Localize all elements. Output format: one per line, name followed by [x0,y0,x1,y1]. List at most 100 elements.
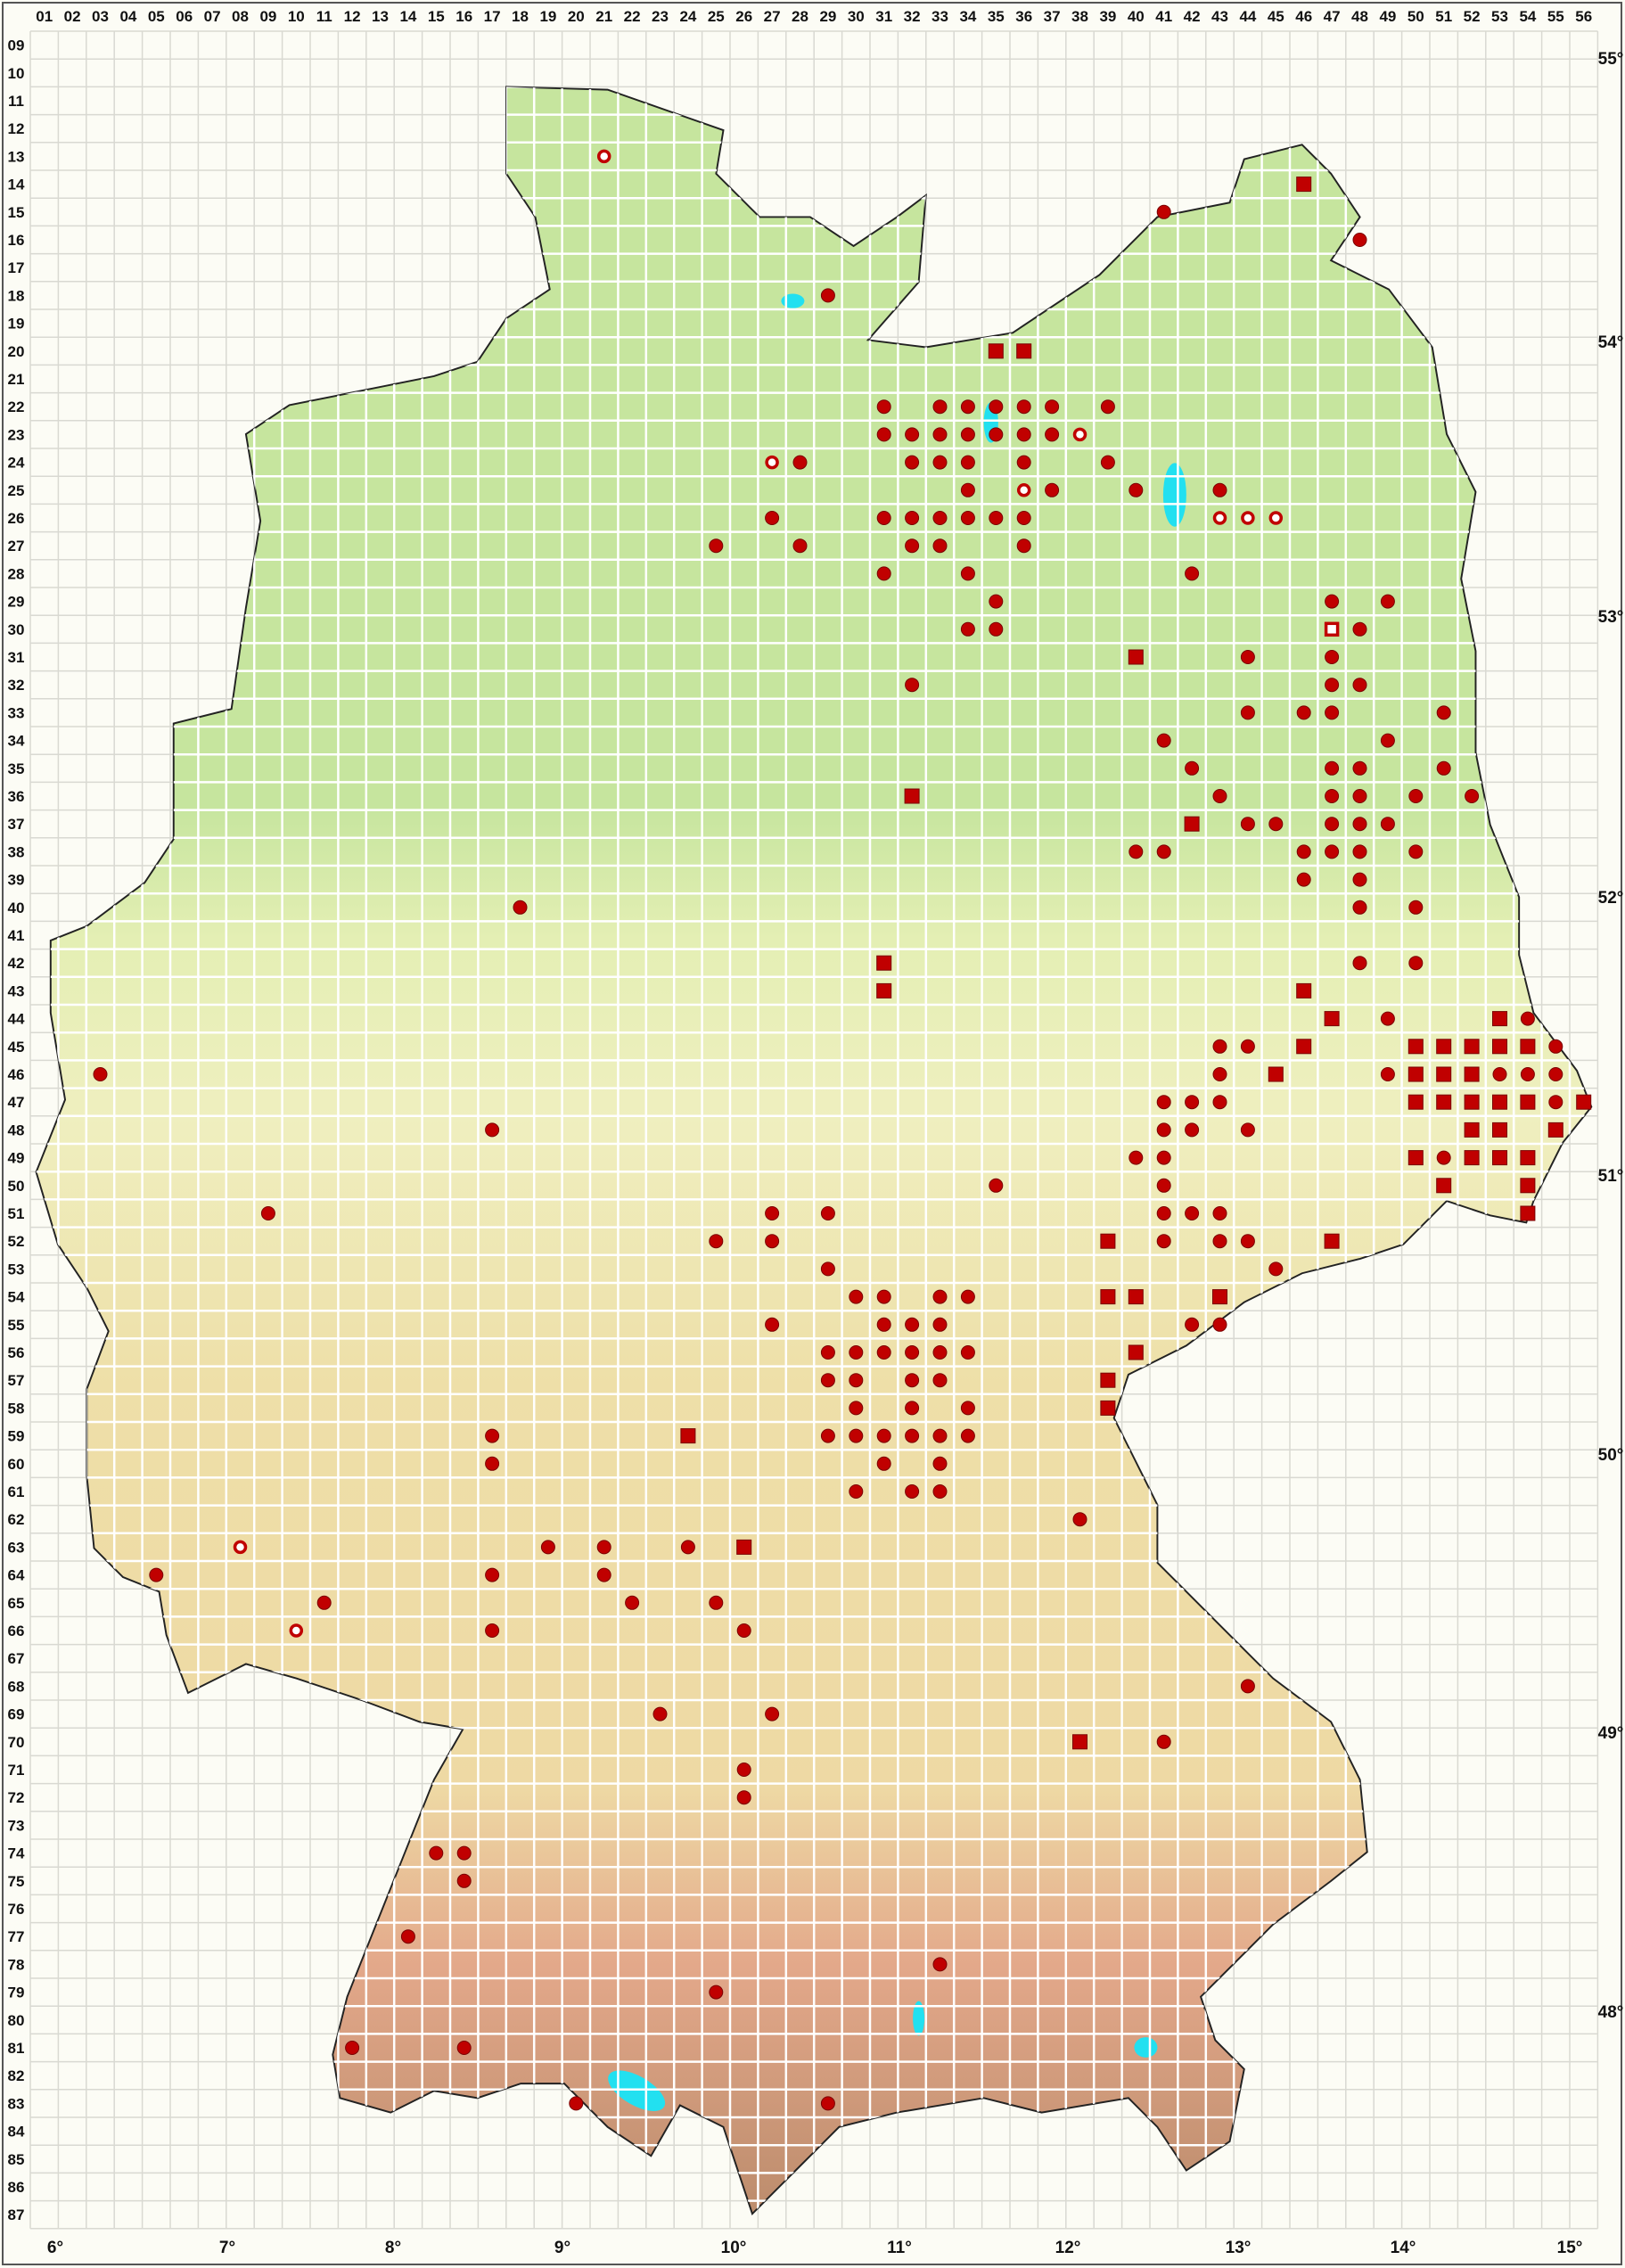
occurrence-dot-marker [485,1122,500,1138]
occurrence-dot-marker [1325,650,1340,664]
occurrence-square-marker [1072,1734,1087,1750]
row-label: 13 [8,148,25,165]
longitude-label: 7° [219,2239,235,2257]
row-label: 75 [8,1873,25,1890]
occurrence-dot-marker [485,1428,500,1443]
row-label: 10 [8,65,25,82]
row-label: 30 [8,621,25,638]
column-label: 42 [1184,8,1201,25]
occurrence-square-marker [1128,649,1144,665]
occurrence-square-marker [1324,1233,1340,1249]
row-label: 67 [8,1650,25,1667]
row-label: 12 [8,120,25,137]
row-label: 77 [8,1928,25,1945]
occurrence-dot-marker [905,455,920,470]
occurrence-square-marker [1520,1150,1536,1166]
occurrence-square-marker [1100,1372,1116,1388]
column-label: 27 [764,8,781,25]
row-label: 54 [8,1289,25,1306]
occurrence-dot-marker [1268,1261,1284,1277]
occurrence-dot-marker [905,1317,920,1332]
occurrence-dot-marker [932,511,948,525]
occurrence-ring-marker [1016,483,1031,497]
occurrence-dot-marker [932,1317,948,1332]
occurrence-dot-marker [1436,705,1451,720]
longitude-label: 12° [1055,2239,1081,2257]
occurrence-dot-marker [1296,844,1311,859]
column-label: 08 [232,8,249,25]
occurrence-square-marker [1576,1094,1592,1110]
occurrence-dot-marker [540,1540,555,1555]
occurrence-dot-marker [1212,1095,1227,1110]
row-label: 51 [8,1205,25,1222]
column-label: 04 [119,8,136,25]
occurrence-dot-marker [1352,900,1367,915]
occurrence-dot-marker [1408,844,1424,859]
occurrence-dot-marker [709,1984,724,2000]
occurrence-dot-marker [1156,733,1171,748]
occurrence-dot-marker [932,1428,948,1443]
occurrence-dot-marker [960,427,975,442]
occurrence-dot-marker [905,511,920,525]
row-label: 21 [8,371,25,388]
occurrence-dot-marker [1100,455,1115,470]
occurrence-dot-marker [1325,678,1340,693]
column-label: 13 [372,8,389,25]
row-label: 78 [8,1956,25,1973]
occurrence-dot-marker [1156,1206,1171,1220]
occurrence-dot-marker [652,1706,668,1722]
occurrence-ring-marker [1212,511,1227,525]
occurrence-square-marker [1128,1289,1144,1305]
occurrence-dot-marker [1240,705,1255,720]
row-label: 46 [8,1066,25,1083]
occurrence-dot-marker [736,1623,751,1638]
occurrence-dot-marker [1240,1679,1255,1694]
latitude-label: 53° [1598,608,1624,627]
occurrence-square-marker [1100,1400,1116,1416]
row-label: 48 [8,1122,25,1138]
row-label: 42 [8,955,25,972]
occurrence-dot-marker [345,2041,360,2055]
occurrence-square-marker [1520,1039,1536,1055]
column-label: 11 [316,8,332,25]
column-label: 22 [624,8,641,25]
row-label: 25 [8,482,25,499]
occurrence-dot-marker [1156,1150,1171,1165]
column-label: 16 [455,8,472,25]
occurrence-dot-marker [765,511,780,525]
column-label: 06 [176,8,193,25]
row-label: 45 [8,1039,25,1056]
occurrence-dot-marker [1296,705,1311,720]
column-label: 20 [568,8,585,25]
lake-constance [608,2070,666,2111]
occurrence-dot-marker [1325,705,1340,720]
occurrence-dot-marker [876,511,891,525]
occurrence-dot-marker [429,1845,444,1861]
occurrence-dot-marker [905,427,920,442]
occurrence-dot-marker [932,1957,948,1972]
occurrence-square-marker [876,955,892,971]
longitude-label: 11° [887,2239,912,2257]
occurrence-square-marker [1464,1122,1480,1138]
occurrence-dot-marker [1045,427,1060,442]
occurrence-dot-marker [1156,1234,1171,1249]
column-label: 02 [64,8,81,25]
row-label: 31 [8,649,25,666]
occurrence-dot-marker [820,1261,835,1277]
occurrence-dot-marker [485,1567,500,1582]
row-labels: 09 10 11 12 13 14 15 16 17 18 19 20 21 22 23 24 25 26 27 28… [8,37,25,2224]
occurrence-dot-marker [1352,872,1367,887]
occurrence-dot-marker [1212,1039,1227,1054]
column-label: 45 [1268,8,1284,25]
occurrence-dot-marker [1156,1178,1171,1193]
occurrence-dot-marker [456,1873,472,1888]
lake-chiemsee [1134,2037,1158,2058]
latitude-labels: 55° 54° 53° 52° 51° 50° 49° 48° [1598,50,1624,2022]
row-label: 80 [8,2012,25,2029]
occurrence-dot-marker [1240,1234,1255,1249]
occurrence-square-marker [1492,1150,1507,1166]
occurrence-dot-marker [960,455,975,470]
row-label: 81 [8,2040,25,2057]
column-label: 17 [484,8,501,25]
